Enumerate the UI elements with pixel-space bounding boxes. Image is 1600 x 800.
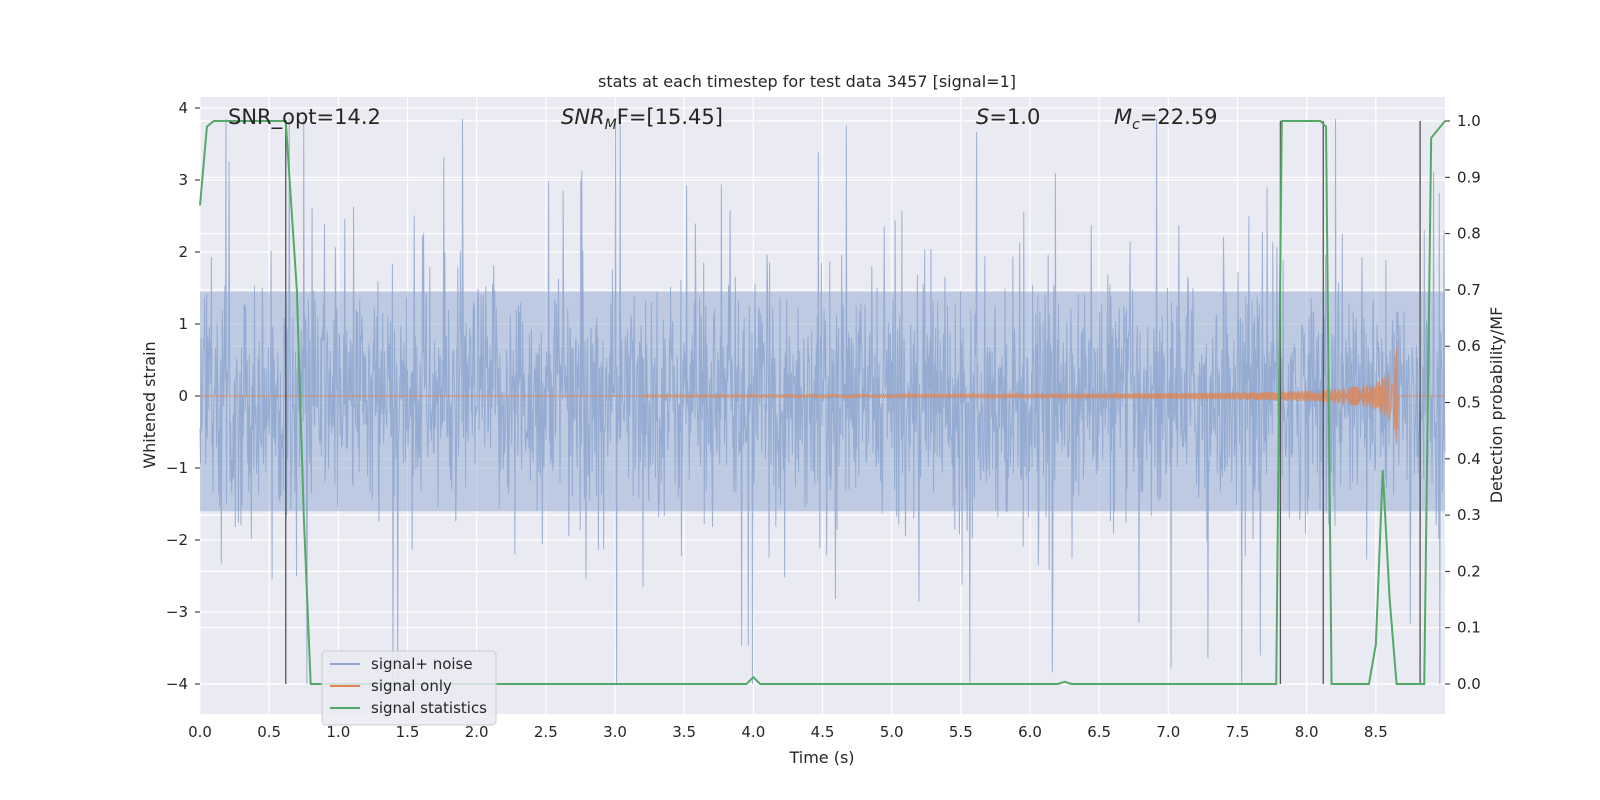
annotation-mc-value: =22.59: [1140, 105, 1218, 129]
annotation-s-value: =1.0: [989, 105, 1040, 129]
x-tick-label: 3.0: [603, 723, 627, 741]
legend-label-signal: signal only: [371, 677, 452, 695]
y2-tick-label: 0.4: [1457, 450, 1481, 468]
legend-label-stats: signal statistics: [371, 699, 487, 717]
annotation-snr-mf: SNRMF=[15.45]: [561, 105, 723, 133]
y2-tick-label: 0.5: [1457, 394, 1481, 412]
series-signal-statistics: [199, 120, 1446, 685]
y-tick-label: −1: [166, 459, 188, 477]
legend-label-noise: signal+ noise: [371, 655, 473, 673]
y2-tick-label: 0.3: [1457, 506, 1481, 524]
y2-tick-label: 1.0: [1457, 112, 1481, 130]
x-tick-label: 6.0: [1018, 723, 1042, 741]
annotation-mc: Mc=22.59: [1114, 105, 1218, 133]
x-axis: 0.0 0.5 1.0 1.5 2.0 2.5 3.0 3.5 4.0 4.5 5.0 5.5 6.0 6…: [188, 723, 1388, 741]
y-tick-label: 3: [178, 171, 188, 189]
annotation-snr-mf-sub: M: [605, 117, 617, 133]
y-tick-label: −3: [166, 603, 188, 621]
noise-line: [199, 118, 1446, 685]
x-tick-label: 4.0: [741, 723, 765, 741]
annotation-s: S=1.0: [976, 105, 1040, 129]
x-tick-label: 8.0: [1295, 723, 1319, 741]
legend-box: [321, 650, 497, 726]
x-tick-label: 3.5: [672, 723, 696, 741]
legend: signal+ noise signal only signal statist…: [321, 650, 497, 726]
y2-tick-label: 0.8: [1457, 225, 1481, 243]
x-tick-label: 4.5: [811, 723, 835, 741]
x-axis-label: Time (s): [788, 748, 854, 767]
y-axis-left: 4 3 2 1 0 −1 −2 −3 −4: [166, 99, 200, 693]
x-tick-label: 0.5: [257, 723, 281, 741]
y-tick-label: 4: [178, 99, 188, 117]
x-tick-label: 7.5: [1226, 723, 1250, 741]
y-tick-label: −2: [166, 531, 188, 549]
y2-tick-label: 0.1: [1457, 619, 1481, 637]
signal-line: [199, 339, 1445, 443]
x-tick-label: 2.0: [465, 723, 489, 741]
x-tick-label: 6.5: [1087, 723, 1111, 741]
y2-tick-label: 0.0: [1457, 675, 1481, 693]
y-axis-label: Whitened strain: [140, 341, 159, 468]
annotation-snr-opt: SNR_opt=14.2: [228, 105, 381, 130]
y-axis-right: 1.0 0.9 0.8 0.7 0.6 0.5 0.4 0.3 0.2 0.1 0.0: [1445, 112, 1481, 693]
y2-tick-label: 0.9: [1457, 168, 1481, 186]
y-tick-label: 2: [178, 243, 188, 261]
stats-line: [199, 120, 1446, 685]
series-signal-noise: [199, 118, 1446, 685]
y2-tick-label: 0.6: [1457, 337, 1481, 355]
series-signal-only: [199, 339, 1445, 443]
y2-axis-label: Detection probability/MF: [1487, 307, 1506, 504]
annotation-snr-mf-label: SNR: [561, 105, 605, 129]
x-tick-label: 1.0: [326, 723, 350, 741]
y-tick-label: 0: [178, 387, 188, 405]
annotation-s-label: S: [976, 105, 989, 129]
y-tick-label: 1: [178, 315, 188, 333]
x-tick-label: 8.5: [1364, 723, 1388, 741]
x-tick-label: 1.5: [396, 723, 420, 741]
annotation-mc-label: M: [1114, 105, 1132, 129]
y-tick-label: −4: [166, 675, 188, 693]
x-tick-label: 7.0: [1156, 723, 1180, 741]
x-tick-label: 0.0: [188, 723, 212, 741]
y2-tick-label: 0.7: [1457, 281, 1481, 299]
x-tick-label: 5.0: [880, 723, 904, 741]
chart-title: stats at each timestep for test data 345…: [598, 72, 1016, 91]
annotation-snr-mf-value: F=[15.45]: [617, 105, 723, 129]
y2-tick-label: 0.2: [1457, 562, 1481, 580]
x-tick-label: 5.5: [949, 723, 973, 741]
annotation-mc-sub: c: [1132, 117, 1140, 133]
x-tick-label: 2.5: [534, 723, 558, 741]
